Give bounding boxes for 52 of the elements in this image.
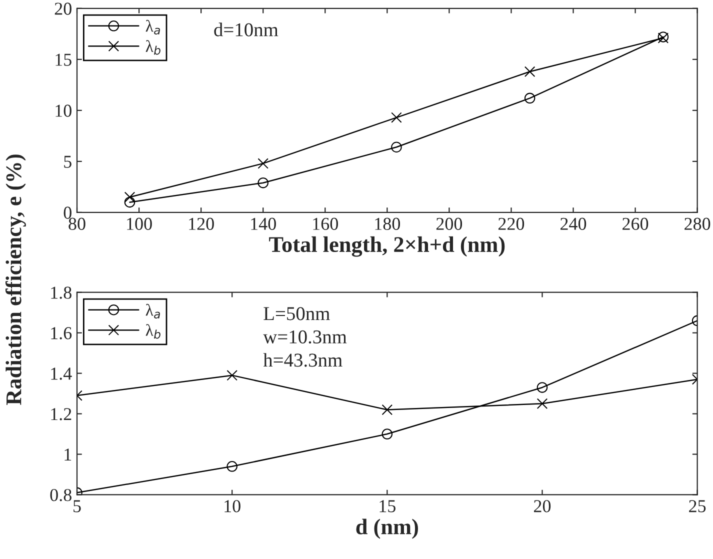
x-tick-label: 140 (251, 218, 276, 230)
x-tick-label: 280 (684, 218, 710, 230)
x-tick-label: 240 (560, 218, 586, 230)
point (258, 177, 268, 188)
x-tick-label: 100 (127, 218, 152, 230)
x-tick-label: 5 (74, 500, 81, 512)
annotation: d=10nm (214, 22, 278, 36)
y-tick-label: 0 (64, 206, 72, 219)
point (382, 428, 393, 440)
x-tick-label: 25 (689, 500, 706, 512)
x-tick-label: 15 (380, 500, 396, 512)
x-tick-label: 160 (313, 218, 338, 230)
point (226, 461, 238, 472)
annotation: h=43.3nm (263, 353, 342, 367)
y-tick-label: 1 (64, 448, 72, 461)
point (391, 112, 402, 123)
point (226, 370, 238, 381)
point (258, 158, 268, 169)
legend-label: λ$_{a}$ (146, 20, 160, 35)
x-tick-label: 80 (68, 218, 86, 230)
y-tick-label: 1.4 (51, 368, 72, 380)
x-tick-label: 10 (224, 500, 240, 512)
x-axis-title: Total length, 2×h+d (nm) (269, 236, 505, 257)
y-axis-title: Radiation efficiency, e (%) (5, 154, 26, 406)
point (382, 404, 393, 416)
y-tick-label: 1.8 (51, 286, 72, 299)
x-axis-title: d (nm) (356, 518, 418, 539)
y-tick-label: 5 (64, 156, 72, 168)
point (524, 92, 536, 104)
annotation: w=10.3nm (263, 330, 347, 344)
point (536, 398, 548, 410)
point (524, 66, 536, 78)
x-tick-label: 180 (375, 218, 400, 230)
x-tick-label: 20 (534, 500, 551, 512)
point (536, 382, 548, 393)
y-tick-label: 20 (54, 2, 72, 15)
y-tick-label: 1.6 (51, 327, 72, 340)
x-tick-label: 200 (436, 218, 462, 230)
y-tick-label: 0.8 (50, 488, 72, 502)
x-tick-label: 120 (189, 218, 214, 230)
legend-label: λ$_{b}$ (146, 324, 160, 339)
point (124, 196, 136, 208)
y-tick-label: 10 (56, 104, 72, 117)
x-tick-label: 220 (498, 218, 524, 230)
y-tick-label: 15 (56, 54, 72, 66)
legend-label: λ$_{b}$ (146, 40, 160, 55)
y-tick-label: 1.2 (51, 408, 72, 420)
point (391, 142, 402, 153)
annotation: L=50nm (264, 307, 330, 320)
legend-label: λ$_{a}$ (146, 304, 160, 318)
point (124, 192, 136, 202)
x-tick-label: 260 (622, 218, 648, 230)
